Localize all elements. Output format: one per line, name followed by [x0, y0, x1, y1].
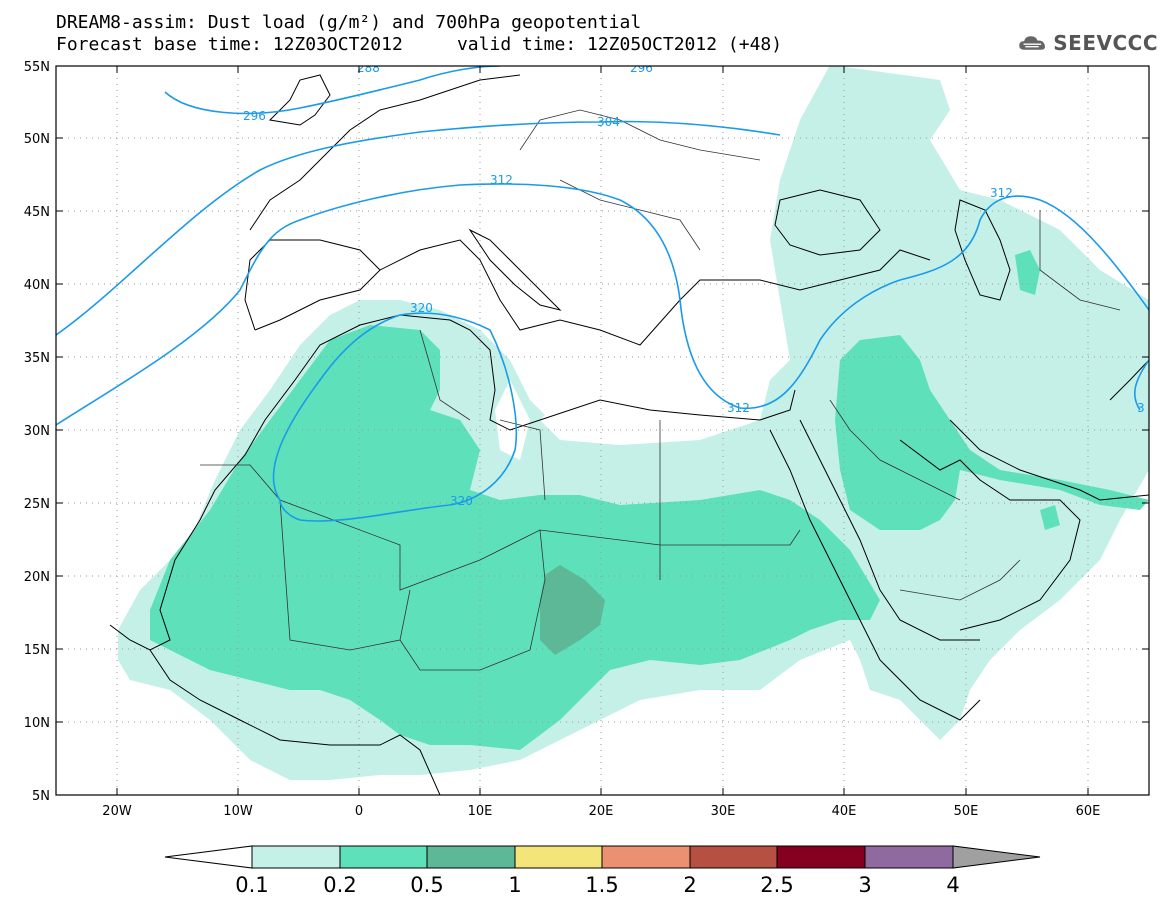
- lon-label: 60E: [1076, 804, 1101, 819]
- lat-label: 35N: [24, 351, 50, 366]
- contour-296-west: [164, 66, 501, 115]
- colorbar-bin: [514, 845, 603, 869]
- colorbar-arrow-high: [952, 845, 1041, 869]
- lon-label: 10W: [223, 804, 253, 819]
- colorbar-label: 4: [946, 873, 959, 897]
- coastline-europe-south: [254, 239, 931, 346]
- coastline-india: [1109, 359, 1149, 401]
- coastline-italy: [468, 228, 562, 311]
- lon-label: 40E: [832, 804, 857, 819]
- contour-labels: 288 296 296 304 312 312 320 320 312 3: [243, 61, 1145, 508]
- contour-label: 296: [243, 109, 266, 123]
- graticule: [56, 66, 1149, 795]
- cloud-icon: [1019, 36, 1045, 50]
- lat-label: 25N: [24, 497, 50, 512]
- map-subtitle: Forecast base time: 12Z03OCT2012 valid t…: [56, 34, 782, 55]
- coastline-persian-gulf: [949, 419, 1149, 501]
- colorbar-bin: [776, 845, 866, 869]
- coastline-black-sea: [774, 189, 881, 256]
- coastline-africa-south: [149, 649, 441, 795]
- colorbar-label: 1.5: [585, 873, 618, 897]
- colorbar-label: 0.1: [235, 873, 268, 897]
- logo-text: SEEVCCC: [1053, 31, 1158, 55]
- colorbar-label: 3: [858, 873, 871, 897]
- colorbar: [164, 845, 1041, 869]
- colorbar-label: 2.5: [760, 873, 793, 897]
- lat-label: 50N: [24, 132, 50, 147]
- lat-label: 15N: [24, 643, 50, 658]
- colorbar-label: 0.5: [410, 873, 443, 897]
- contour-320: [272, 312, 518, 522]
- coastline-britain: [268, 74, 331, 126]
- forecast-base-time: Forecast base time: 12Z03OCT2012: [56, 34, 403, 55]
- lat-label: 40N: [24, 278, 50, 293]
- lon-label: 50E: [954, 804, 979, 819]
- contour-label: 288: [357, 61, 380, 75]
- coastline-caspian: [954, 199, 1011, 301]
- contour-label: 312: [490, 173, 513, 187]
- valid-time: valid time: 12Z05OCT2012 (+48): [456, 34, 783, 55]
- colorbar-bin: [251, 845, 341, 869]
- lat-label: 45N: [24, 205, 50, 220]
- map-title: DREAM8-assim: Dust load (g/m²) and 700hP…: [56, 12, 642, 33]
- coastline-arabia: [899, 439, 1081, 631]
- contour-3-east: [1133, 359, 1149, 411]
- dust-level-0.5-region: [540, 565, 605, 655]
- lon-label: 20W: [102, 804, 132, 819]
- colorbar-label: 2: [683, 873, 696, 897]
- contour-312: [56, 183, 1149, 426]
- contour-label: 304: [597, 115, 620, 129]
- clear-region-egypt: [540, 395, 760, 445]
- contour-label: 296: [630, 61, 653, 75]
- coastline-western-europe: [249, 74, 521, 231]
- map-area: 288 296 296 304 312 312 320 320 312 3: [56, 61, 1149, 795]
- lat-label: 55N: [24, 60, 50, 75]
- dust-level-0.2-region-arabia: [835, 335, 1149, 530]
- contour-label: 3: [1137, 401, 1145, 415]
- coastline-red-sea: [769, 419, 981, 721]
- contour-304: [56, 120, 781, 336]
- seevccc-logo: SEEVCCC: [1018, 26, 1158, 60]
- colorbar-bin: [689, 845, 778, 869]
- country-borders: [200, 109, 1121, 671]
- contour-label: 312: [727, 401, 750, 415]
- dust-level-0.2-region: [150, 325, 880, 750]
- dust-level-0.2-region-oman: [1040, 505, 1060, 530]
- geopotential-contours: [56, 66, 1149, 522]
- lat-label: 20N: [24, 570, 50, 585]
- contour-label: 320: [450, 494, 473, 508]
- dust-level-0.2-region-caspian: [1015, 250, 1040, 295]
- colorbar-bin: [339, 845, 428, 869]
- colorbar-labels: 0.1 0.2 0.5 1 1.5 2 2.5 3 4: [235, 873, 959, 897]
- colorbar-label: 0.2: [323, 873, 356, 897]
- lon-label: 20E: [589, 804, 614, 819]
- colorbar-bin: [864, 845, 954, 869]
- tick-marks: [56, 65, 1149, 796]
- lat-label: 30N: [24, 424, 50, 439]
- lon-label: 10E: [468, 804, 493, 819]
- colorbar-bin: [426, 845, 516, 869]
- lon-label: 0: [355, 804, 363, 819]
- latitude-labels: 55N 50N 45N 40N 35N 30N 25N 20N 15N 10N …: [24, 60, 50, 804]
- lat-label: 10N: [24, 716, 50, 731]
- lat-label: 5N: [32, 789, 50, 804]
- lon-label: 30E: [711, 804, 736, 819]
- contour-label: 312: [990, 186, 1013, 200]
- colorbar-label: 1: [508, 873, 521, 897]
- coastlines: [109, 74, 1149, 795]
- colorbar-bin: [601, 845, 691, 869]
- clear-region-libya: [495, 380, 530, 460]
- longitude-labels: 20W 10W 0 10E 20E 30E 40E 50E 60E: [102, 804, 1100, 819]
- colorbar-arrow-low: [164, 845, 253, 869]
- contour-label: 320: [410, 301, 433, 315]
